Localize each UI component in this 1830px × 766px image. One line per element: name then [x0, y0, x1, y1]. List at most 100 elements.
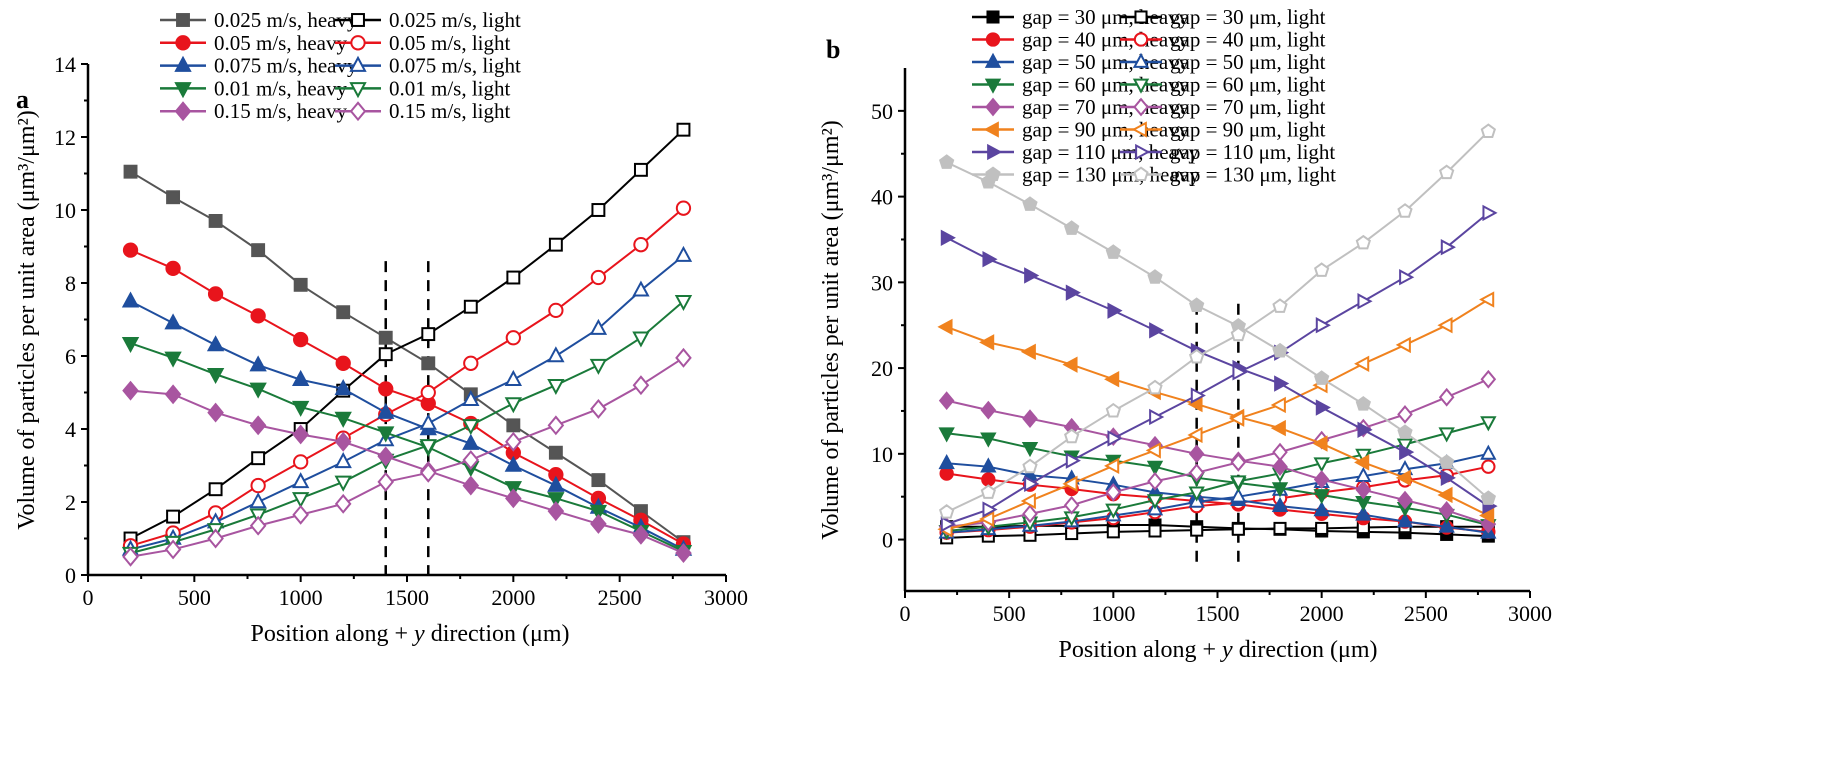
data-point: [293, 454, 309, 470]
data-point: [1062, 356, 1078, 373]
legend-label: 0.075 m/s, heavy: [214, 54, 358, 78]
data-point: [208, 482, 223, 497]
data-point: [940, 515, 956, 533]
series-gap-70-m-light: [938, 369, 1497, 537]
data-point: [979, 334, 995, 351]
data-point: [1313, 489, 1330, 505]
data-point: [547, 501, 565, 522]
x-tick-label: 1500: [385, 585, 429, 610]
legend-item: 0.025 m/s, light: [335, 8, 521, 32]
data-point: [1437, 486, 1453, 504]
data-point: [1315, 521, 1329, 535]
data-point: [675, 543, 692, 564]
x-tick-label: 1500: [1196, 601, 1240, 626]
data-point: [1189, 348, 1205, 364]
data-point: [1270, 419, 1286, 437]
y-tick-label: 14: [54, 52, 76, 77]
legend-label: 0.01 m/s, heavy: [214, 76, 347, 100]
data-point: [547, 415, 565, 436]
data-point: [249, 515, 267, 536]
data-point: [1149, 408, 1165, 426]
legend-marker: [1132, 78, 1150, 94]
data-point: [506, 418, 521, 433]
y-tick-label: 2: [65, 490, 76, 515]
data-point: [1313, 501, 1330, 517]
data-point: [334, 493, 352, 514]
data-point: [980, 484, 996, 499]
data-point: [291, 400, 310, 417]
legend-item: gap = 110 μm, light: [1120, 140, 1335, 164]
series-line: [130, 249, 684, 545]
data-point: [1022, 196, 1038, 211]
legend-label: gap = 130 μm, heavy: [1022, 163, 1200, 187]
data-point: [377, 402, 395, 419]
data-point: [463, 355, 479, 371]
legend-item: gap = 30 μm, light: [1120, 5, 1326, 29]
series-0-05-m-s-heavy: [122, 242, 692, 552]
data-point: [251, 243, 266, 258]
data-point: [504, 455, 523, 472]
data-point: [938, 453, 955, 470]
legend-label: 0.01 m/s, light: [389, 76, 511, 100]
data-point: [1146, 460, 1164, 476]
data-point: [249, 382, 267, 399]
data-point: [1397, 405, 1413, 424]
data-point: [1272, 442, 1288, 462]
data-point: [1020, 492, 1036, 510]
data-point: [421, 327, 436, 342]
data-point: [982, 501, 998, 518]
legend-marker: [1133, 32, 1149, 47]
legend-marker: [985, 97, 1001, 117]
data-point: [1272, 298, 1288, 313]
data-point: [591, 473, 606, 488]
data-point: [291, 492, 310, 509]
series-line: [946, 298, 1489, 531]
data-point: [207, 528, 224, 549]
data-point: [674, 295, 693, 312]
data-point: [1315, 317, 1331, 334]
legend-marker: [985, 166, 1001, 182]
data-point: [1107, 302, 1123, 319]
data-point: [939, 466, 954, 481]
data-point: [1272, 457, 1288, 477]
data-point: [1230, 487, 1247, 503]
series-gap-70-m-heavy: [938, 391, 1497, 534]
series-line: [130, 389, 684, 555]
legend-marker: [349, 101, 367, 122]
legend-marker: [1132, 52, 1150, 68]
legend-marker: [174, 82, 192, 99]
data-point: [590, 269, 607, 286]
legend-item: gap = 90 μm, light: [1120, 118, 1326, 142]
legend-label: gap = 90 μm, light: [1170, 118, 1326, 142]
data-point: [1397, 490, 1413, 510]
data-point: [1395, 336, 1411, 354]
series-line: [946, 421, 1489, 532]
data-point: [1022, 409, 1038, 429]
data-point: [505, 330, 521, 346]
data-point: [1064, 220, 1080, 235]
legend-label: gap = 130 μm, light: [1170, 163, 1336, 187]
legend-marker: [1133, 97, 1149, 117]
data-point: [1105, 244, 1121, 259]
data-point: [1272, 342, 1288, 358]
data-point: [548, 302, 564, 319]
legend-item: gap = 110 μm, heavy: [972, 140, 1199, 164]
data-point: [1440, 239, 1456, 256]
y-tick-label: 10: [54, 198, 76, 223]
panel-a-x-axis-label: Position along + y direction (μm): [250, 621, 569, 647]
data-point: [980, 400, 997, 420]
data-point: [1145, 442, 1161, 459]
data-point: [674, 245, 693, 262]
legend-label: 0.05 m/s, heavy: [214, 31, 347, 55]
data-point: [1439, 454, 1455, 469]
data-point: [1355, 234, 1371, 250]
x-tick-label: 1000: [279, 585, 323, 610]
data-point: [206, 335, 225, 352]
data-point: [1022, 504, 1038, 524]
data-point: [249, 492, 267, 509]
legend-label: gap = 110 μm, light: [1170, 140, 1335, 164]
data-point: [421, 356, 436, 371]
data-point: [1480, 490, 1496, 505]
data-point: [547, 346, 565, 363]
